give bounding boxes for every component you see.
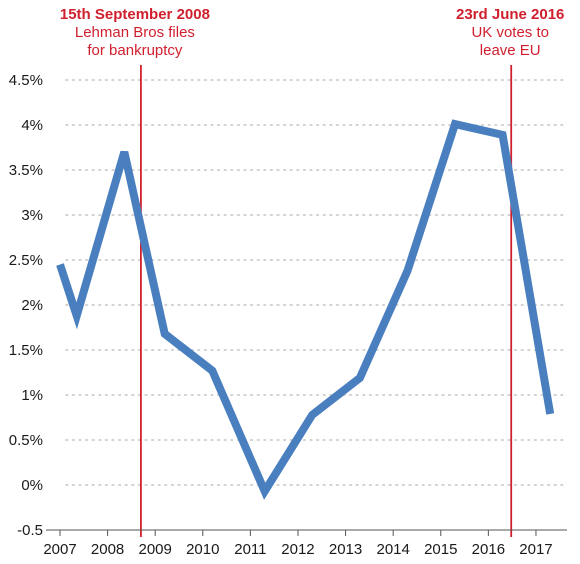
x-tick-label: 2015	[424, 541, 457, 558]
x-tick-label: 2008	[91, 541, 124, 558]
x-tick-label: 2017	[519, 541, 552, 558]
series-line	[56, 119, 555, 500]
annotation-text: Lehman Bros files	[75, 24, 195, 41]
y-tick-label: -0.5	[17, 522, 43, 539]
y-axis-ticks: -0.5 0% 0.5% 1% 1.5% 2% 2.5% 3% 3.5% 4% 4.5%	[9, 72, 43, 539]
x-tick-label: 2014	[376, 541, 409, 558]
x-tick-label: 2009	[139, 541, 172, 558]
y-tick-label: 3.5%	[9, 162, 43, 179]
x-tick-label: 2007	[43, 541, 76, 558]
grid	[65, 79, 566, 486]
event-lines	[140, 65, 513, 537]
annotation-title: 23rd June 2016	[456, 6, 564, 23]
y-tick-label: 1.5%	[9, 342, 43, 359]
x-tick-label: 2013	[329, 541, 362, 558]
annotation-text: for bankruptcy	[87, 42, 183, 59]
x-tick-label: 2016	[472, 541, 505, 558]
y-tick-label: 4%	[21, 117, 43, 134]
y-tick-label: 0.5%	[9, 432, 43, 449]
y-tick-label: 3%	[21, 207, 43, 224]
annotation-text: UK votes to	[471, 24, 549, 41]
x-axis-ticks: 2007 2008 2009 2010 2011 2012 2013 2014 2015 2016…	[43, 541, 552, 558]
series-layer	[56, 119, 555, 500]
y-tick-label: 2.5%	[9, 252, 43, 269]
x-axis	[46, 529, 567, 536]
x-tick-label: 2012	[281, 541, 314, 558]
y-tick-label: 1%	[21, 387, 43, 404]
annotation-title: 15th September 2008	[60, 6, 210, 23]
y-tick-label: 4.5%	[9, 72, 43, 89]
y-tick-label: 2%	[21, 297, 43, 314]
x-tick-label: 2010	[186, 541, 219, 558]
annotation-text: leave EU	[480, 42, 541, 59]
x-tick-label: 2011	[234, 541, 266, 558]
y-tick-label: 0%	[21, 477, 43, 494]
